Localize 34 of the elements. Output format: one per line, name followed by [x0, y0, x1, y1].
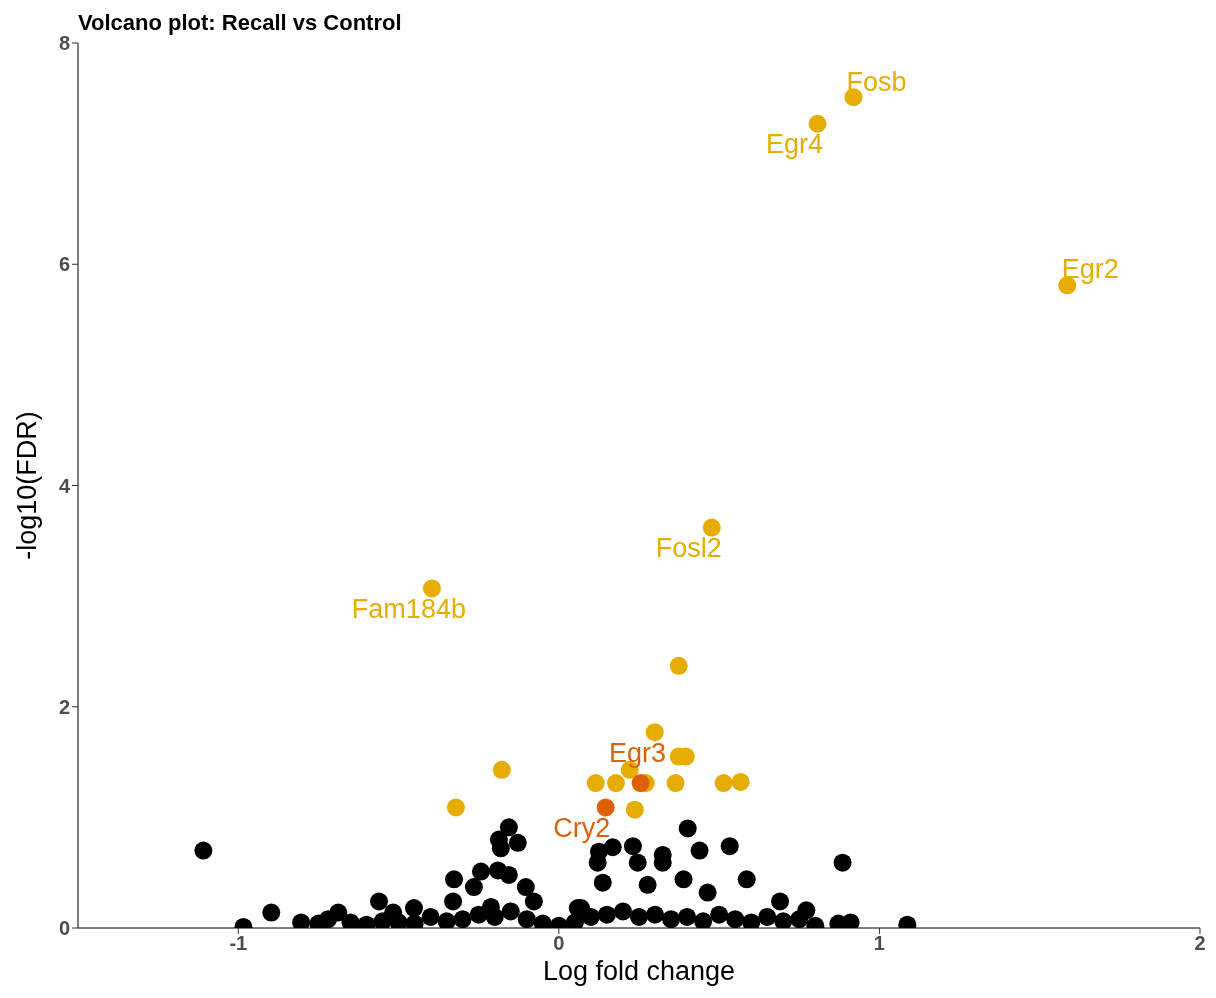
annotation: Fam184b [351, 593, 466, 624]
annotation: Fosb [846, 66, 907, 97]
y-tick-label: 6 [58, 253, 70, 276]
point [596, 798, 615, 817]
point [625, 800, 644, 819]
x-tick-label: 1 [873, 932, 885, 955]
point [606, 774, 625, 793]
chart-title: Volcano plot: Recall vs Control [78, 10, 402, 36]
point [714, 774, 733, 793]
y-axis-title: -log10(FDR) [11, 411, 42, 560]
y-tick-label: 4 [58, 474, 71, 497]
point [808, 114, 827, 133]
x-axis-title: Log fold change [542, 956, 736, 986]
point [492, 760, 511, 779]
annotation: Cry2 [553, 812, 611, 843]
annotation: Egr2 [1061, 253, 1119, 284]
point [422, 579, 441, 598]
x-tick-label: 2 [1194, 932, 1206, 955]
point [586, 774, 605, 793]
point [702, 518, 721, 537]
point [631, 774, 650, 793]
y-tick-label: 8 [58, 32, 70, 55]
point [645, 723, 664, 742]
y-tick-label: 2 [58, 695, 70, 718]
annotation: Egr3 [609, 737, 667, 768]
point [669, 656, 688, 675]
annotation: Egr4 [766, 129, 824, 160]
x-tick-label: 0 [553, 932, 565, 955]
annotation: Fosl2 [655, 532, 722, 563]
point [731, 772, 750, 791]
x-tick-label: -1 [229, 932, 248, 955]
point [446, 798, 465, 817]
y-tick-label: 0 [58, 917, 70, 940]
point [666, 774, 685, 793]
